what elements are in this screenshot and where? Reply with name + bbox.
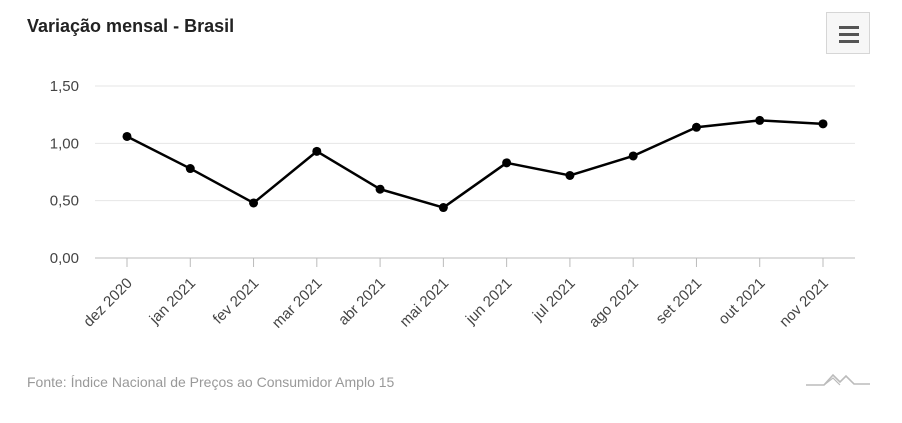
source-note: Fonte: Índice Nacional de Preços ao Cons… xyxy=(27,374,395,390)
y-tick-label: 1,00 xyxy=(50,135,79,152)
chart-title: Variação mensal - Brasil xyxy=(27,16,235,36)
axis-ticks xyxy=(126,258,824,267)
hamburger-menu-icon-bar xyxy=(839,33,859,36)
x-tick-label: jan 2021 xyxy=(146,275,199,328)
data-point xyxy=(502,158,512,168)
data-point xyxy=(438,203,448,213)
x-tick-label: out 2021 xyxy=(715,275,768,328)
data-point xyxy=(691,122,701,132)
data-point xyxy=(249,198,259,208)
hamburger-menu-icon-bar xyxy=(839,40,859,43)
x-tick-label: jul 2021 xyxy=(529,275,579,325)
data-point xyxy=(565,170,575,180)
hamburger-menu-icon-bar xyxy=(839,26,859,29)
data-point xyxy=(312,146,322,156)
x-tick-label: jun 2021 xyxy=(462,275,515,328)
x-tick-label: dez 2020 xyxy=(80,275,136,331)
y-tick-label: 0,00 xyxy=(50,250,79,267)
data-point xyxy=(185,164,195,174)
x-tick-label: ago 2021 xyxy=(586,275,642,331)
y-tick-label: 1,50 xyxy=(50,78,79,95)
x-tick-label: abr 2021 xyxy=(335,275,389,329)
data-point xyxy=(375,184,385,194)
x-tick-label: set 2021 xyxy=(653,275,706,328)
data-point xyxy=(122,131,132,141)
x-tick-label: fev 2021 xyxy=(210,275,263,328)
y-tick-label: 0,50 xyxy=(50,193,79,210)
grid-lines xyxy=(95,85,855,259)
x-tick-label: mar 2021 xyxy=(269,275,326,332)
hamburger-menu-button[interactable] xyxy=(826,12,870,54)
series-line-layer xyxy=(122,115,828,213)
x-tick-label: mai 2021 xyxy=(397,275,453,331)
mountain-logo-icon xyxy=(806,373,870,386)
data-point xyxy=(628,151,638,161)
x-tick-label: nov 2021 xyxy=(776,275,832,331)
series-line xyxy=(126,119,824,209)
data-point xyxy=(755,115,765,125)
data-point xyxy=(818,119,828,129)
